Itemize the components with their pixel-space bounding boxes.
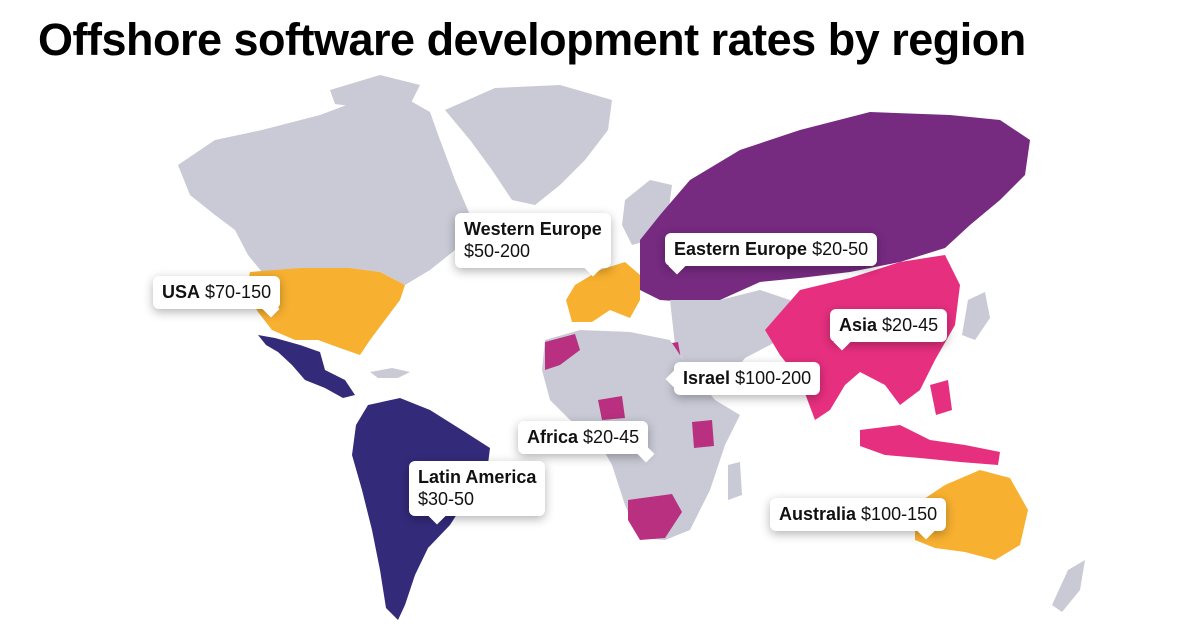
- callout-israel: Israel $100-200: [665, 362, 821, 395]
- south-africa-shape: [628, 494, 682, 540]
- region-rate: $20-50: [812, 239, 869, 259]
- region-name: Western Europe: [464, 219, 602, 239]
- region-name: Eastern Europe: [674, 239, 808, 259]
- new-zealand-shape: [1052, 560, 1085, 612]
- canada-shape: [178, 95, 470, 285]
- region-name: Australia: [779, 504, 857, 524]
- scandinavia-shape: [622, 180, 672, 245]
- region-name: Latin America: [418, 467, 537, 487]
- arctic-islands-shape: [330, 75, 420, 108]
- region-rate: $50-200: [464, 241, 531, 261]
- nigeria-shape: [598, 396, 625, 420]
- callout-asia: Asia $20-45: [830, 309, 948, 351]
- region-rate: $20-45: [583, 427, 640, 447]
- mexico-shape: [258, 335, 355, 398]
- region-name: Asia: [839, 315, 878, 335]
- callout-eastern-europe: Eastern Europe $20-50: [665, 233, 878, 275]
- australia-shape: [915, 470, 1028, 560]
- region-name: USA: [162, 282, 201, 302]
- western-europe-shape: [566, 262, 640, 322]
- callout-western-europe: Western Europe $50-200: [455, 213, 611, 277]
- greenland-shape: [445, 85, 612, 205]
- region-rate: $100-200: [735, 368, 812, 388]
- callout-usa: USA $70-150: [153, 276, 281, 318]
- region-name: Israel: [683, 368, 731, 388]
- region-rate: $100-150: [861, 504, 938, 524]
- callout-africa: Africa $20-45: [518, 421, 655, 463]
- region-name: Africa: [527, 427, 579, 447]
- japan-shape: [962, 292, 990, 340]
- southeast-asia-shape: [860, 425, 1000, 465]
- eastern-europe-shape: [640, 112, 1030, 302]
- madagascar-shape: [728, 462, 742, 500]
- usa-shape: [246, 268, 405, 355]
- callout-australia: Australia $100-150: [770, 498, 947, 540]
- morocco-shape: [545, 334, 580, 370]
- callout-latin-america: Latin America $30-50: [409, 461, 546, 525]
- region-rate: $20-45: [882, 315, 939, 335]
- region-rate: $70-150: [205, 282, 272, 302]
- page-title: Offshore software development rates by r…: [38, 14, 1026, 65]
- philippines-shape: [930, 380, 952, 415]
- kenya-shape: [692, 420, 714, 448]
- caribbean-shape: [370, 368, 410, 378]
- region-rate: $30-50: [418, 489, 475, 509]
